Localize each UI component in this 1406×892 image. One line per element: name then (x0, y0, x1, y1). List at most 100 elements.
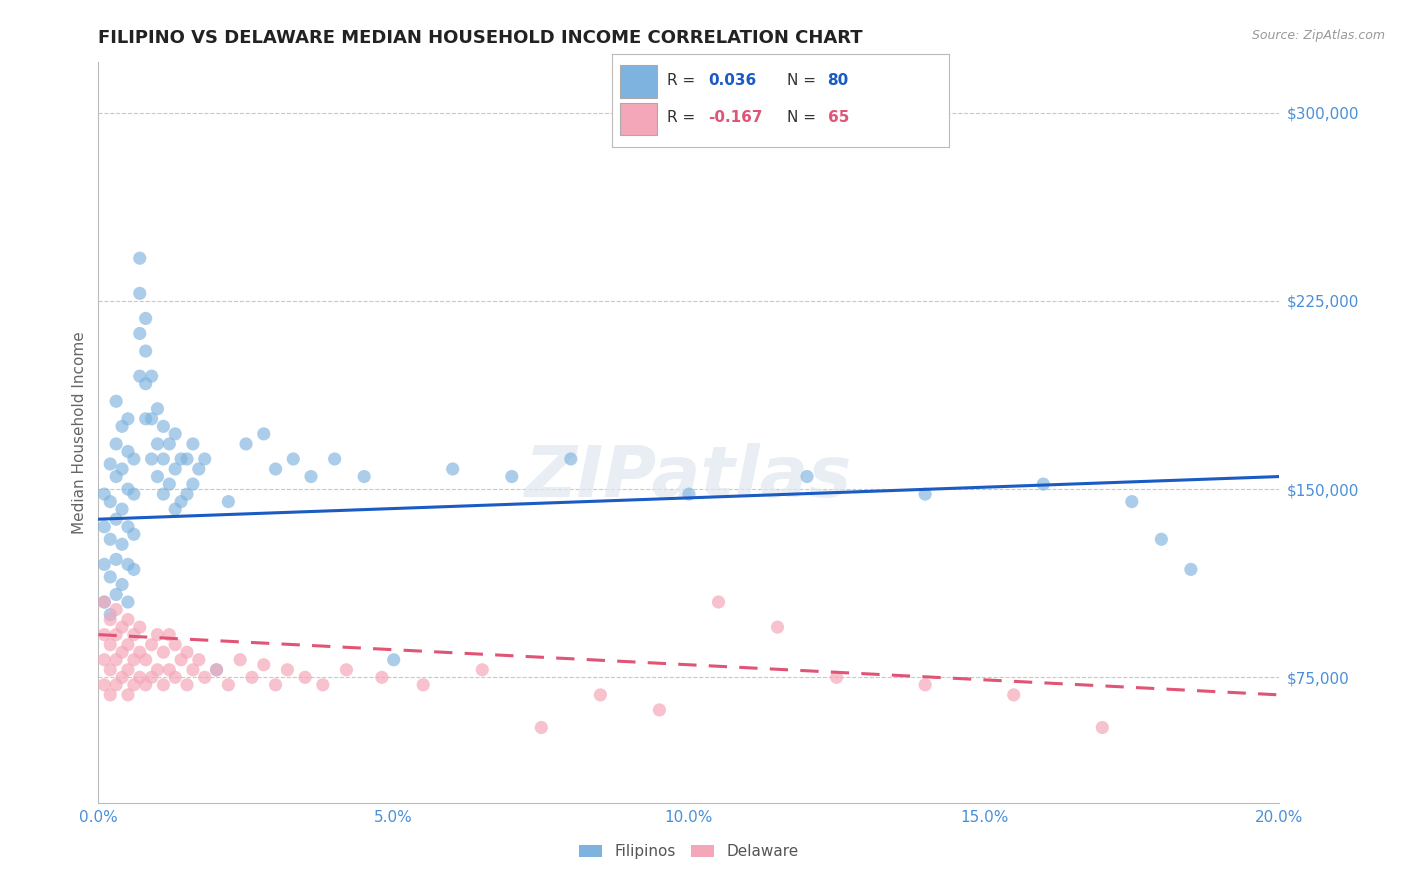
Point (141, 369, 163, 384)
Point (146, 663, 169, 677)
Point (105, 653, 128, 667)
Point (141, 638, 163, 652)
Point (181, 663, 204, 677)
Point (128, 645, 150, 659)
Point (93, 595, 115, 609)
Point (176, 645, 198, 659)
Point (1121, 494, 1143, 508)
Point (165, 426, 187, 441)
Bar (620, 65, 657, 98)
Point (122, 562, 145, 576)
Point (111, 645, 134, 659)
Point (152, 487, 174, 501)
Text: Source: ZipAtlas.com: Source: ZipAtlas.com (1251, 29, 1385, 42)
Point (117, 482, 139, 496)
Text: ZIPatlas: ZIPatlas (526, 442, 852, 511)
Point (135, 344, 157, 359)
Point (117, 688, 139, 702)
Point (825, 670, 848, 684)
Point (235, 437, 257, 451)
Point (128, 620, 150, 634)
Point (117, 595, 139, 609)
Point (122, 527, 145, 541)
Point (253, 426, 276, 441)
Point (187, 653, 209, 667)
Point (93, 558, 115, 572)
Point (146, 437, 169, 451)
Point (471, 663, 494, 677)
Text: N =: N = (787, 73, 821, 88)
Point (93, 678, 115, 692)
Point (93, 520, 115, 534)
Point (141, 412, 163, 426)
Point (98, 570, 121, 584)
Point (111, 620, 134, 634)
Point (766, 620, 789, 634)
Point (914, 678, 936, 692)
Point (205, 663, 228, 677)
Point (105, 394, 128, 409)
Text: 80: 80 (828, 73, 849, 88)
Point (371, 670, 394, 684)
Point (678, 487, 700, 501)
Point (276, 663, 298, 677)
Text: R =: R = (668, 111, 700, 126)
Point (93, 653, 115, 667)
Point (1180, 562, 1202, 576)
Point (205, 663, 228, 677)
Point (105, 512, 128, 526)
Point (111, 419, 134, 434)
Point (111, 537, 134, 551)
Point (98, 688, 121, 702)
Point (111, 462, 134, 476)
Point (157, 437, 180, 451)
Point (117, 638, 139, 652)
Point (914, 487, 936, 501)
Point (105, 469, 128, 483)
Point (176, 452, 198, 467)
Point (98, 638, 121, 652)
Text: FILIPINO VS DELAWARE MEDIAN HOUSEHOLD INCOME CORRELATION CHART: FILIPINO VS DELAWARE MEDIAN HOUSEHOLD IN… (98, 29, 863, 47)
Point (98, 613, 121, 627)
Point (122, 653, 145, 667)
Point (194, 452, 217, 467)
Point (128, 670, 150, 684)
Text: R =: R = (668, 73, 700, 88)
Point (1002, 688, 1025, 702)
Point (122, 487, 145, 501)
Point (122, 678, 145, 692)
Point (707, 595, 730, 609)
Point (157, 663, 180, 677)
Point (165, 462, 187, 476)
Point (111, 577, 134, 591)
Point (105, 678, 128, 692)
Point (229, 653, 252, 667)
Point (1032, 477, 1054, 491)
Point (152, 645, 174, 659)
Point (530, 721, 553, 735)
Point (441, 462, 464, 476)
Bar (620, 103, 657, 136)
Point (98, 607, 121, 622)
Point (170, 452, 193, 467)
Point (165, 638, 187, 652)
Point (560, 452, 582, 467)
Point (141, 452, 163, 467)
Point (152, 678, 174, 692)
Point (105, 602, 128, 616)
Point (128, 251, 150, 265)
Point (170, 653, 193, 667)
Point (217, 678, 239, 692)
Point (141, 670, 163, 684)
Point (146, 627, 169, 641)
Point (93, 627, 115, 641)
Point (117, 558, 139, 572)
Point (135, 653, 157, 667)
Point (117, 444, 139, 458)
Point (299, 469, 322, 483)
Point (128, 326, 150, 341)
Point (181, 437, 204, 451)
Point (240, 670, 263, 684)
Point (382, 653, 405, 667)
Point (194, 670, 217, 684)
